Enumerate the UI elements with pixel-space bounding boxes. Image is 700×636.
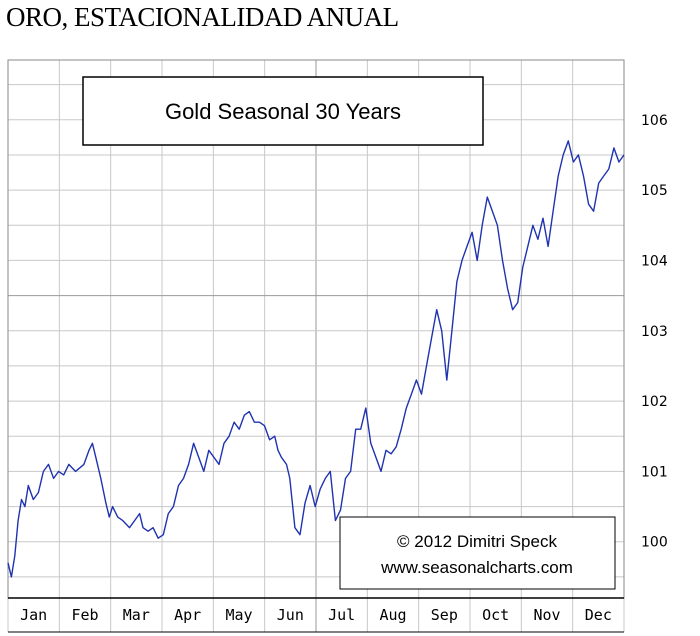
x-tick-label: Apr — [174, 606, 201, 624]
x-tick-label: Jul — [328, 606, 355, 624]
page-heading: ORO, ESTACIONALIDAD ANUAL — [6, 2, 399, 32]
month-axis: Jan Feb Mar Apr May Jun Jul Aug Sep Oct Nov Dec — [8, 597, 624, 633]
x-tick-label: Dec — [585, 606, 612, 624]
chart-title: Gold Seasonal 30 Years — [165, 99, 401, 124]
y-tick-label: 102 — [641, 394, 668, 410]
x-tick-label: Sep — [431, 606, 458, 624]
credit-box: © 2012 Dimitri Speck www.seasonalcharts.… — [339, 516, 616, 590]
y-tick-label: 106 — [641, 113, 668, 129]
credit-copyright: © 2012 Dimitri Speck — [397, 532, 557, 551]
y-tick-label: 103 — [641, 324, 668, 340]
x-tick-label: Mar — [123, 606, 150, 624]
y-tick-label: 104 — [641, 253, 668, 269]
x-tick-label: Jun — [277, 606, 304, 624]
y-tick-label: 100 — [641, 535, 668, 551]
x-tick-label: Feb — [71, 606, 98, 624]
series-line-gold — [7, 140, 625, 578]
x-tick-label: Aug — [379, 606, 406, 624]
y-tick-label: 101 — [641, 464, 668, 480]
x-tick-label: Nov — [533, 606, 560, 624]
x-tick-label: Jan — [20, 606, 47, 624]
title-box: Gold Seasonal 30 Years — [82, 76, 484, 146]
x-tick-label: May — [225, 606, 252, 624]
x-tick-label: Oct — [482, 606, 509, 624]
y-tick-label: 105 — [641, 183, 668, 199]
y-axis: 100 101 102 103 104 105 106 — [641, 113, 668, 551]
credit-website: www.seasonalcharts.com — [380, 558, 573, 577]
